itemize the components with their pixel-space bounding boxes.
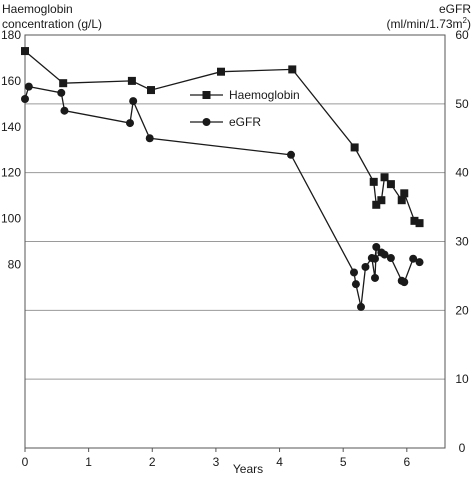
y-left-tick-label: 180 [1, 28, 21, 42]
x-axis-label: Years [233, 462, 263, 476]
y-axis-right-label-close: ) [467, 17, 471, 31]
y-axis-left-label-line2: concentration (g/L) [2, 17, 102, 31]
haemoglobin-point [147, 86, 155, 95]
egfr-point [21, 95, 29, 104]
y-right-tick-label: 50 [455, 97, 469, 111]
haemoglobin-point [217, 67, 225, 76]
x-tick-label: 1 [85, 455, 92, 469]
y-right-tick-label: 20 [455, 303, 469, 317]
legend-haemoglobin-label: Haemoglobin [229, 88, 300, 102]
egfr-point [60, 106, 69, 115]
y-left-tick-label: 120 [1, 166, 21, 180]
egfr-point [287, 150, 295, 159]
haemoglobin-point [410, 216, 419, 225]
haemoglobin-point [372, 200, 381, 209]
series [21, 47, 424, 311]
egfr-point [57, 88, 66, 97]
egfr-point [400, 278, 409, 287]
x-tick-label: 4 [276, 455, 283, 469]
haemoglobin-point [59, 79, 68, 88]
haemoglobin-point [288, 65, 297, 74]
y-axis-right-label-line1: eGFR [439, 2, 471, 16]
egfr-point [386, 254, 395, 263]
y-right-tick-label: 0 [459, 441, 466, 455]
haemoglobin-line [24, 50, 420, 224]
y-axis-right-label-superscript: 2 [463, 16, 468, 25]
y-axis-right-label-line2: (ml/min/1.73m2) [387, 16, 471, 31]
haemoglobin-point [350, 143, 359, 152]
legend-egfr-label: eGFR [229, 115, 261, 129]
egfr-point [350, 268, 358, 277]
x-tick-label: 6 [403, 455, 410, 469]
egfr-point [351, 280, 360, 289]
x-tick-label: 3 [213, 455, 220, 469]
egfr-point [24, 82, 33, 91]
x-tick-label: 0 [22, 455, 29, 469]
haemoglobin-point [377, 196, 386, 205]
y-left-tick-label: 80 [8, 257, 22, 271]
egfr-point [371, 273, 379, 282]
haemoglobin-point [21, 47, 29, 56]
x-tick-label: 2 [149, 455, 156, 469]
egfr-point [145, 134, 154, 143]
egfr-point [415, 258, 424, 267]
y-left-tick-label: 160 [1, 74, 21, 88]
y-left-tick-label: 140 [1, 120, 21, 134]
haemoglobin-point [380, 173, 389, 182]
x-tick-label: 5 [340, 455, 347, 469]
haemoglobin-point [369, 177, 378, 186]
egfr-line [24, 85, 420, 308]
haemoglobin-point [127, 76, 136, 85]
y-left-tick-label: 100 [1, 212, 21, 226]
egfr-point [380, 250, 389, 259]
haemoglobin-point [386, 180, 395, 189]
haemoglobin-point [397, 196, 406, 205]
legend-egfr-marker [202, 118, 211, 126]
y-right-tick-label: 10 [455, 372, 469, 386]
plot-frame [24, 34, 446, 449]
legend-haemoglobin-marker [202, 91, 211, 99]
haemoglobin-point [415, 219, 424, 228]
egfr-point [371, 254, 379, 263]
y-axis-left-label-line1: Haemoglobin [2, 2, 73, 16]
egfr-point [409, 254, 418, 263]
y-right-tick-label: 30 [455, 235, 469, 249]
y-axis-right-label-unit: (ml/min/1.73m [387, 17, 463, 31]
egfr-point [361, 262, 370, 271]
egfr-point [126, 119, 134, 128]
y-right-tick-label: 60 [455, 28, 469, 42]
y-right-tick-label: 40 [455, 166, 469, 180]
haemoglobin-point [400, 189, 409, 198]
legend: Haemoglobin eGFR [190, 88, 300, 129]
egfr-point [372, 243, 381, 252]
tick-labels: 80 100 120 140 160 180 0 10 20 30 40 50 60 0 1 2 3 4 5 6 [1, 28, 469, 469]
egfr-point [129, 97, 138, 106]
egfr-point [357, 302, 365, 311]
